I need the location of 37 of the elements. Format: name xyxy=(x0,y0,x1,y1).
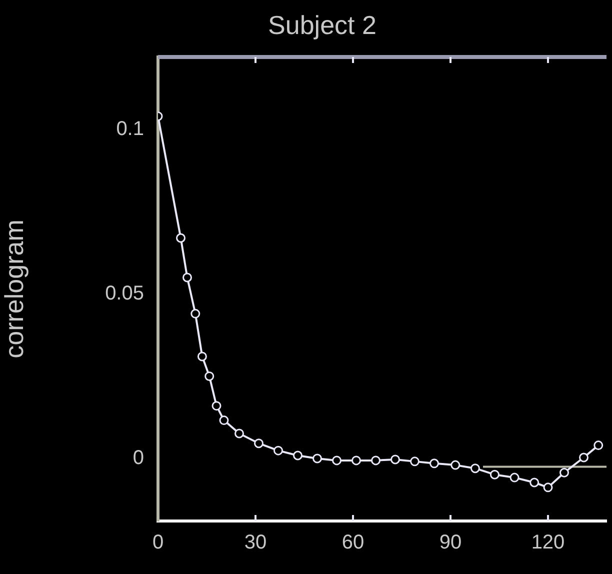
y-axis-title: correlogram xyxy=(0,220,29,358)
point xyxy=(490,470,500,480)
y-tick-label: 0.1 xyxy=(116,118,144,140)
point xyxy=(371,456,380,466)
point xyxy=(352,456,361,466)
point xyxy=(190,308,200,318)
point xyxy=(560,468,569,478)
point xyxy=(332,456,342,466)
point xyxy=(182,272,192,282)
point xyxy=(312,454,322,464)
y-tick-label: 0 xyxy=(132,446,144,469)
x-tick-label: 60 xyxy=(342,532,364,554)
point xyxy=(543,482,553,492)
point xyxy=(390,454,400,464)
point xyxy=(212,401,222,411)
point xyxy=(450,460,460,470)
x-tick-label: 90 xyxy=(439,532,462,554)
point xyxy=(176,233,186,243)
point xyxy=(594,440,604,450)
point xyxy=(293,450,302,460)
x-tick-label: 0 xyxy=(152,532,164,554)
point xyxy=(219,416,229,426)
x-tick-label: 30 xyxy=(244,532,267,554)
point xyxy=(430,458,439,468)
point xyxy=(274,446,283,456)
point xyxy=(410,456,420,466)
point xyxy=(197,352,207,362)
point xyxy=(234,428,244,438)
point xyxy=(470,464,480,474)
point xyxy=(579,452,588,462)
point xyxy=(510,472,520,482)
point xyxy=(204,371,214,381)
chart-title: Subject 2 xyxy=(268,10,376,40)
y-tick-label: 0.05 xyxy=(105,282,144,304)
point xyxy=(254,438,264,448)
point xyxy=(530,478,540,488)
x-tick-label: 120 xyxy=(531,532,565,554)
